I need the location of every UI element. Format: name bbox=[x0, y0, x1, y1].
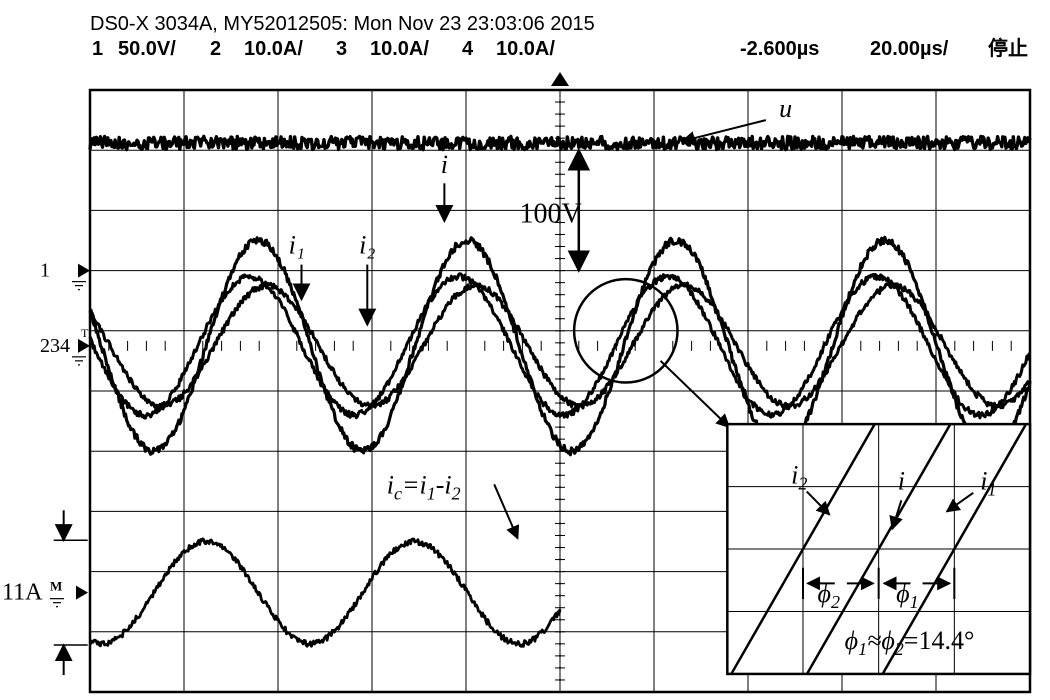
label-u: u bbox=[779, 94, 792, 123]
header-item: 10.0A/ bbox=[244, 38, 303, 60]
center-dot bbox=[559, 233, 561, 235]
center-dot bbox=[559, 366, 561, 368]
annotation-arrow bbox=[661, 361, 730, 427]
label-100v: 100V bbox=[519, 198, 581, 229]
center-dot bbox=[559, 498, 561, 500]
center-dot bbox=[559, 607, 561, 609]
svg-text:1: 1 bbox=[40, 260, 50, 282]
label-i1: i₁ bbox=[289, 231, 305, 260]
center-dot bbox=[559, 113, 561, 115]
center-dot bbox=[559, 306, 561, 308]
svg-text:M: M bbox=[50, 579, 62, 594]
center-dot bbox=[559, 101, 561, 103]
label-i2: i₂ bbox=[359, 231, 375, 260]
center-dot bbox=[559, 318, 561, 320]
center-dot bbox=[559, 258, 561, 260]
trigger-marker bbox=[551, 72, 569, 86]
center-dot bbox=[559, 679, 561, 681]
header-item: 20.00µs/ bbox=[870, 38, 949, 60]
header-item: 10.0A/ bbox=[496, 38, 555, 60]
center-dot bbox=[559, 378, 561, 380]
center-dot bbox=[559, 89, 561, 91]
center-dot bbox=[559, 185, 561, 187]
center-dot bbox=[559, 294, 561, 296]
center-dot bbox=[559, 595, 561, 597]
label-ic: ic=i1-i2 bbox=[387, 470, 461, 503]
header-item: -2.600µs bbox=[740, 38, 819, 60]
center-dot bbox=[559, 631, 561, 633]
center-dot bbox=[559, 583, 561, 585]
math-marker: 11A M bbox=[2, 579, 88, 607]
center-dot bbox=[559, 125, 561, 127]
label-i: i bbox=[441, 150, 448, 179]
header-line1: DS0-X 3034A, MY52012505: Mon Nov 23 23:0… bbox=[90, 13, 595, 35]
header-item: 停止 bbox=[988, 36, 1028, 60]
center-dot bbox=[559, 173, 561, 175]
center-dot bbox=[559, 270, 561, 272]
center-dot bbox=[559, 462, 561, 464]
center-dot bbox=[559, 161, 561, 163]
center-dot bbox=[559, 571, 561, 573]
center-dot bbox=[559, 522, 561, 524]
svg-text:234: 234 bbox=[40, 335, 70, 357]
svg-text:T: T bbox=[81, 326, 89, 340]
center-dot bbox=[559, 330, 561, 332]
channel-marker: 1 bbox=[40, 260, 90, 290]
center-dot bbox=[559, 510, 561, 512]
center-dot bbox=[559, 655, 561, 657]
center-dot bbox=[559, 619, 561, 621]
svg-text:11A: 11A bbox=[2, 580, 43, 606]
center-dot bbox=[559, 402, 561, 404]
center-dot bbox=[559, 643, 561, 645]
center-dot bbox=[559, 390, 561, 392]
trace-ic bbox=[90, 539, 560, 647]
center-dot bbox=[559, 282, 561, 284]
center-dot bbox=[559, 547, 561, 549]
center-dot bbox=[559, 667, 561, 669]
header-item: 3 bbox=[336, 38, 347, 60]
center-dot bbox=[559, 426, 561, 428]
trace-u bbox=[90, 136, 1030, 149]
header-item: 2 bbox=[210, 38, 221, 60]
center-dot bbox=[559, 559, 561, 561]
center-dot bbox=[559, 342, 561, 344]
center-dot bbox=[559, 246, 561, 248]
center-dot bbox=[559, 534, 561, 536]
center-dot bbox=[559, 486, 561, 488]
inset-label-i: i bbox=[898, 467, 905, 496]
center-dot bbox=[559, 474, 561, 476]
header-item: 1 bbox=[92, 38, 103, 60]
header-item: 4 bbox=[462, 38, 474, 60]
inset-panel: i2ii1ϕ1ϕ2ϕ1≈ϕ2=14.4° bbox=[0, 0, 1030, 674]
header-item: 10.0A/ bbox=[370, 38, 429, 60]
center-dot bbox=[559, 354, 561, 356]
header-item: 50.0V/ bbox=[118, 38, 176, 60]
channel-marker: 234 T bbox=[40, 326, 90, 365]
